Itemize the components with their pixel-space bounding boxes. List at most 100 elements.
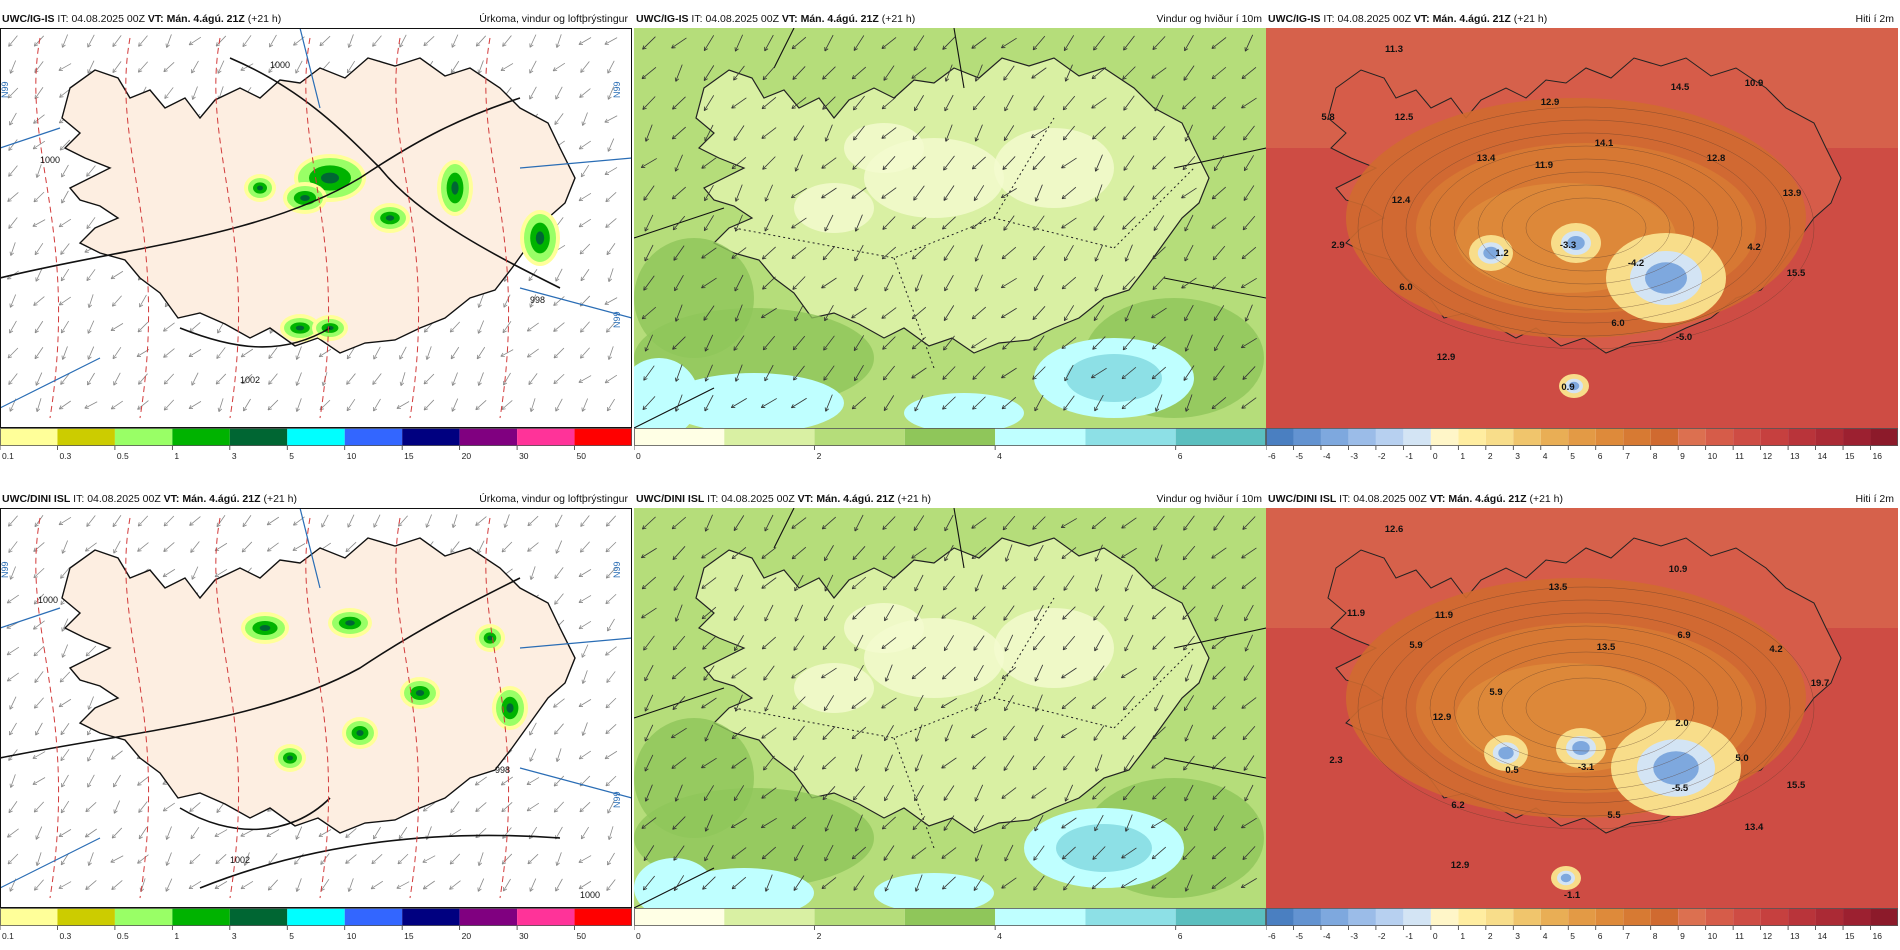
vt-label: VT: bbox=[797, 493, 814, 505]
colorbar-tick: 2 bbox=[1488, 931, 1493, 941]
valid-time: Mán. 4.ágú. 21Z bbox=[182, 493, 261, 505]
temp-label: 6.0 bbox=[1611, 318, 1624, 329]
init-time: 04.08.2025 00Z bbox=[721, 493, 795, 505]
colorbar-tick: 50 bbox=[577, 931, 587, 941]
pressure-label: 1000 bbox=[580, 890, 600, 900]
colorbar-swatch bbox=[1568, 908, 1596, 926]
temp-label: 13.4 bbox=[1745, 822, 1764, 833]
colorbar-swatch bbox=[114, 908, 173, 926]
lat-label: N99 bbox=[0, 81, 10, 98]
colorbar-tick: 6 bbox=[1178, 931, 1183, 941]
panel-wind-row1: UWC/IG-IS IT: 04.08.2025 00Z VT: Mán. 4.… bbox=[633, 10, 1729, 470]
colorbar-tick: 10 bbox=[347, 451, 357, 461]
lead-time: (+21 h) bbox=[897, 493, 932, 505]
colorbar-swatch bbox=[114, 428, 173, 446]
colorbar-tick: 16 bbox=[1873, 451, 1883, 461]
colorbar-tick: 6 bbox=[1598, 931, 1603, 941]
valid-time: Mán. 4.ágú. 21Z bbox=[1448, 493, 1527, 505]
colorbar-swatch bbox=[1788, 908, 1816, 926]
temp-label: 12.9 bbox=[1541, 97, 1560, 108]
temp-label: 1.2 bbox=[1495, 248, 1508, 259]
temp-label: 4.2 bbox=[1747, 242, 1760, 253]
pressure-label: 1002 bbox=[240, 375, 260, 385]
init-time: 04.08.2025 00Z bbox=[705, 13, 779, 25]
panel-header: UWC/DINI ISL IT: 04.08.2025 00Z VT: Mán.… bbox=[1266, 490, 1898, 508]
it-label: IT: bbox=[57, 13, 69, 25]
colorbar-wind: 024681012 bbox=[633, 428, 1729, 464]
colorbar-swatch bbox=[287, 428, 345, 446]
colorbar-swatch bbox=[1568, 428, 1596, 446]
colorbar-tick: -6 bbox=[1268, 931, 1276, 941]
temp-label: 2.0 bbox=[1675, 718, 1688, 729]
colorbar-swatch bbox=[1678, 908, 1706, 926]
colorbar-swatch bbox=[1815, 908, 1844, 926]
lat-label: N99 bbox=[0, 561, 10, 578]
temp-label: 14.1 bbox=[1595, 138, 1614, 149]
lead-time: (+21 h) bbox=[263, 493, 298, 505]
colorbar-tick: 15 bbox=[404, 451, 414, 461]
colorbar-tick: 1 bbox=[1460, 451, 1465, 461]
colorbar-tick: 6 bbox=[1598, 451, 1603, 461]
temp-label: 15.5 bbox=[1787, 780, 1806, 791]
model-name: UWC/DINI ISL bbox=[2, 493, 71, 505]
colorbar-swatch bbox=[1513, 428, 1541, 446]
colorbar-tick: 20 bbox=[462, 931, 472, 941]
colorbar-tick: -5 bbox=[1295, 931, 1303, 941]
colorbar-tick: 2 bbox=[817, 451, 822, 461]
temp-label: -1.1 bbox=[1564, 890, 1581, 901]
colorbar-swatch bbox=[517, 908, 575, 926]
colorbar-swatch bbox=[1843, 908, 1871, 926]
colorbar-swatch bbox=[1540, 428, 1569, 446]
wind-arrows bbox=[641, 514, 1257, 892]
colorbar-tick: 2 bbox=[817, 931, 822, 941]
colorbar-swatch bbox=[1595, 908, 1624, 926]
panel-title: Úrkoma, vindur og loftþrýstingur bbox=[479, 13, 628, 25]
panel-header: UWC/DINI ISL IT: 04.08.2025 00Z VT: Mán.… bbox=[0, 490, 632, 508]
colorbar-tick: 3 bbox=[232, 451, 237, 461]
colorbar-swatch bbox=[1650, 908, 1679, 926]
valid-time: Mán. 4.ágú. 21Z bbox=[166, 13, 245, 25]
colorbar-temperature: -6 -5 -4 -3 -2 -1 0 1 2 3 4 5 6 7 8 9 10 11 12 13 14 15 16 bbox=[1265, 428, 1898, 464]
colorbar-swatch bbox=[402, 428, 460, 446]
colorbar-swatch bbox=[1623, 428, 1651, 446]
colorbar-swatch bbox=[1293, 908, 1321, 926]
temp-label: 10.9 bbox=[1669, 564, 1688, 575]
vt-label: VT: bbox=[163, 493, 180, 505]
colorbar-tick: -1 bbox=[1405, 451, 1413, 461]
init-time: 04.08.2025 00Z bbox=[1353, 493, 1427, 505]
valid-time: Mán. 4.ágú. 21Z bbox=[816, 493, 895, 505]
temp-label: 19.7 bbox=[1811, 678, 1830, 689]
colorbar-tick: 5 bbox=[289, 931, 294, 941]
colorbar-swatch bbox=[1870, 908, 1898, 926]
colorbar-tick: -2 bbox=[1378, 931, 1386, 941]
pressure-label: 998 bbox=[495, 765, 510, 775]
colorbar-swatch bbox=[1403, 908, 1431, 926]
temp-label: 11.3 bbox=[1385, 44, 1403, 55]
colorbar-swatch bbox=[1266, 908, 1294, 926]
init-time: 04.08.2025 00Z bbox=[71, 13, 145, 25]
colorbar-tick: 0 bbox=[636, 931, 641, 941]
colorbar-swatch bbox=[1733, 428, 1761, 446]
temp-label: 11.9 bbox=[1435, 610, 1453, 621]
map-temperature: 12.6 10.9 11.9 11.9 13.5 5.9 13.5 6.9 4.2 19.7 5.9… bbox=[1266, 508, 1898, 908]
colorbar-swatch bbox=[724, 428, 815, 446]
colorbar-tick: 5 bbox=[1570, 451, 1575, 461]
lat-label: N99 bbox=[612, 561, 622, 578]
colorbar-tick: 10 bbox=[1708, 931, 1718, 941]
temp-label: 13.5 bbox=[1549, 582, 1568, 593]
lead-time: (+21 h) bbox=[881, 13, 916, 25]
colorbar-swatch bbox=[1266, 428, 1294, 446]
lat-label: N99 bbox=[612, 791, 622, 808]
colorbar-tick: 14 bbox=[1818, 931, 1828, 941]
temp-label: 4.2 bbox=[1769, 644, 1782, 655]
colorbar-tick: 0.5 bbox=[117, 931, 129, 941]
colorbar-tick: 1 bbox=[174, 451, 179, 461]
colorbar-tick: 10 bbox=[347, 931, 357, 941]
colorbar-swatch bbox=[0, 428, 58, 446]
colorbar-tick: 15 bbox=[1845, 931, 1855, 941]
panel-precip-row2: UWC/DINI ISL IT: 04.08.2025 00Z VT: Mán.… bbox=[0, 490, 632, 950]
colorbar-tick: 7 bbox=[1625, 931, 1630, 941]
temp-label: 12.4 bbox=[1392, 195, 1411, 206]
temp-label: 6.0 bbox=[1399, 282, 1412, 293]
vt-label: VT: bbox=[781, 13, 798, 25]
